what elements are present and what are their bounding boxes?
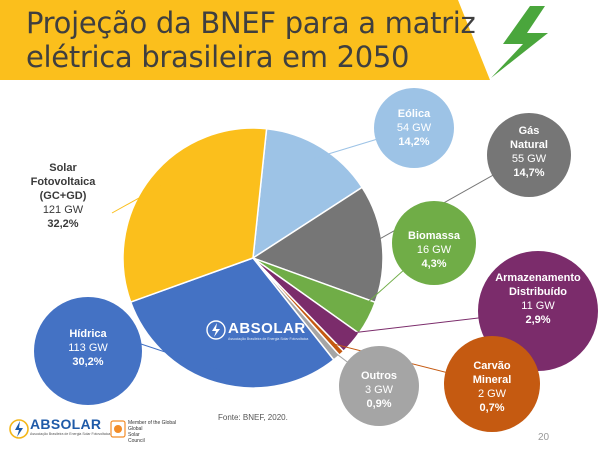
- slice-label-name: Natural: [510, 139, 548, 151]
- label-bubble: [34, 297, 142, 405]
- pie-slices: [122, 127, 384, 389]
- council-line-3: Council: [128, 438, 145, 444]
- slice-label-name: Armazenamento: [495, 272, 581, 284]
- slice-label-gw: 3 GW: [364, 384, 394, 396]
- leader-line: [111, 185, 162, 214]
- slice-label-gw: 11 GW: [521, 300, 555, 312]
- slice-label: Gás Natural 55 GW 14,7%: [469, 124, 589, 180]
- slice-label-percent: 0,9%: [366, 398, 392, 410]
- slice-label: Outros 3 GW 0,9%: [319, 369, 439, 411]
- slice-label-name: (GC+GD): [39, 190, 87, 202]
- leader-line: [137, 342, 222, 372]
- slice-label-gw: 16 GW: [416, 244, 452, 256]
- slice-label-gw: 2 GW: [477, 388, 507, 400]
- absolar-logo-icon: [9, 419, 29, 439]
- pie-slice: [122, 127, 268, 304]
- slice-label-name: Distribuído: [508, 286, 568, 298]
- slice-label: Armazenamento Distribuído 11 GW 2,9%: [478, 271, 598, 327]
- slice-label-name: Fotovoltaica: [30, 176, 96, 188]
- slice-label-name: Hídrica: [69, 328, 107, 340]
- slice-label-percent: 30,2%: [72, 356, 104, 368]
- page-title: Projeção da BNEF para a matriz elétrica …: [26, 6, 476, 74]
- label-bubble: [374, 88, 454, 168]
- slice-label-gw: 113 GW: [68, 342, 108, 354]
- slice-label-name: Outros: [360, 370, 398, 382]
- council-line-2: Solar: [128, 432, 140, 438]
- slice-label: Eólica 54 GW 14,2%: [354, 107, 474, 149]
- slice-label: Hídrica 113 GW 30,2%: [28, 327, 148, 369]
- page-number: 20: [538, 432, 550, 443]
- pie-logo-text: ABSOLAR: [228, 320, 306, 337]
- pie-slice: [252, 127, 364, 260]
- slice-label: Carvão Mineral 2 GW 0,7%: [432, 359, 552, 415]
- slice-label-percent: 14,7%: [513, 167, 545, 179]
- source-note: Fonte: BNEF, 2020.: [218, 413, 288, 422]
- slice-label-name: Biomassa: [408, 230, 460, 242]
- slice-label: Biomassa 16 GW 4,3%: [374, 229, 494, 271]
- pie-slice: [129, 257, 335, 389]
- slice-label-name: Carvão: [473, 360, 511, 372]
- pie-logo-icon: [206, 320, 226, 340]
- title-line-1: Projeção da BNEF para a matriz: [26, 6, 476, 40]
- label-bubble: [487, 113, 571, 197]
- label-bubble: [392, 201, 476, 285]
- slice-label-percent: 4,3%: [421, 258, 447, 270]
- pie-slice: [251, 186, 384, 304]
- slice-label-gw: 121 GW: [42, 204, 84, 216]
- label-bubble: [444, 336, 540, 432]
- slice-label-percent: 2,9%: [525, 314, 551, 326]
- pie-logo-bolt-icon: [212, 323, 220, 337]
- slice-label-name: Mineral: [472, 374, 512, 386]
- slice-label-percent: 0,7%: [479, 402, 505, 414]
- global-solar-council-text: Member of the Global Global Solar Counci…: [128, 420, 176, 444]
- bolt-tab-icon: [458, 0, 600, 80]
- slice-label-name: Gás: [518, 125, 540, 137]
- pie-logo: [206, 320, 226, 340]
- footer-logo-subtitle: Associação Brasileira de Energia Solar F…: [30, 432, 111, 436]
- slice-label-percent: 32,2%: [47, 218, 79, 230]
- council-member: Member of the Global: [128, 420, 177, 426]
- global-solar-council-icon: [110, 420, 126, 438]
- slice-label-name: Eólica: [397, 108, 431, 120]
- slice-label-gw: 55 GW: [511, 153, 547, 165]
- slice-label-gw: 54 GW: [396, 122, 432, 134]
- slice-label: Solar Fotovoltaica (GC+GD) 121 GW 32,2%: [3, 161, 123, 231]
- lightning-bolt-icon: [491, 6, 548, 78]
- footer-logo-text: ABSOLAR: [30, 416, 102, 432]
- slice-label-name: Solar: [49, 162, 77, 174]
- label-bubble: [339, 346, 419, 426]
- council-line-1: Global: [128, 426, 143, 432]
- slice-label-percent: 14,2%: [398, 136, 430, 148]
- title-line-2: elétrica brasileira em 2050: [26, 40, 410, 74]
- pie-logo-subtitle: Associação Brasileira de Energia Solar F…: [228, 337, 309, 341]
